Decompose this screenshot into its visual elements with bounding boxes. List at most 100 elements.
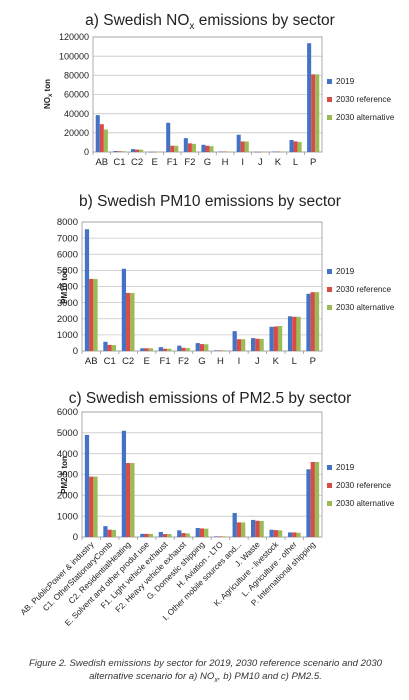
y-tick-label: 5000	[57, 266, 78, 277]
caption-line-1: Figure 2. Swedish emissions by sector fo…	[28, 658, 383, 669]
bar	[126, 292, 131, 351]
bar	[185, 533, 190, 537]
y-tick-label: 100000	[59, 51, 89, 61]
bar	[236, 522, 242, 537]
bar	[314, 462, 320, 537]
bar	[259, 520, 264, 537]
x-tick-label: AB	[85, 356, 98, 367]
x-tick-label: F1	[167, 157, 178, 168]
bar	[271, 151, 276, 153]
y-tick-label: 0	[84, 147, 89, 157]
x-tick-label: H	[217, 356, 224, 367]
x-tick-label: L	[293, 157, 298, 168]
bar	[177, 345, 182, 351]
caption-subscript: x	[214, 676, 218, 684]
bar	[84, 229, 90, 351]
bar	[310, 292, 315, 351]
bar	[148, 151, 153, 153]
bar	[269, 529, 274, 537]
bar	[183, 138, 188, 152]
bar	[255, 338, 260, 351]
caption-line-2-start: alternative scenario for a) NO	[89, 671, 215, 682]
legend-label: 2030 reference	[336, 285, 392, 294]
x-tick-label: I	[241, 157, 244, 168]
y-tick-label: 60000	[64, 90, 89, 100]
y-tick-label: 20000	[64, 128, 89, 138]
legend-swatch	[327, 97, 332, 102]
x-tick-label: F2	[184, 157, 195, 168]
bar	[311, 74, 316, 152]
bar	[148, 533, 153, 537]
bar	[130, 463, 135, 537]
bar	[158, 347, 163, 351]
y-tick-label: 6000	[57, 407, 78, 418]
y-tick-label: 5000	[57, 428, 78, 439]
legend-label: 2019	[336, 267, 355, 276]
bar	[314, 292, 320, 351]
bar	[277, 530, 283, 537]
bar	[140, 348, 145, 351]
y-axis-label: PM10 ton	[60, 268, 69, 304]
plot-area: 0 1000 2000 3000 4000 5000 6000 7000 8000 AB C1 C2 E…	[57, 217, 395, 367]
bar	[166, 122, 171, 152]
bar	[167, 534, 172, 537]
bar	[93, 278, 98, 351]
y-tick-label: 2000	[57, 491, 78, 502]
chart-title: b) Swedish PM10 emissions by sector	[79, 193, 341, 210]
bar	[130, 149, 136, 152]
legend-swatch	[327, 269, 332, 274]
bar	[95, 115, 100, 152]
bar	[191, 143, 196, 152]
bar	[259, 338, 264, 351]
legend-swatch	[327, 287, 332, 292]
caption-line-2: alternative scenario for a) NOx, b) PM10…	[14, 670, 397, 687]
bar	[275, 151, 280, 153]
bar	[204, 344, 209, 351]
bar	[185, 348, 190, 351]
bar	[167, 348, 172, 351]
bar	[241, 522, 246, 537]
bar	[241, 339, 246, 351]
bar	[209, 146, 214, 152]
bar	[93, 476, 98, 537]
bar	[113, 151, 118, 152]
bar	[269, 326, 274, 351]
x-tick-label: P	[310, 356, 316, 367]
bar	[218, 350, 223, 351]
bar	[158, 532, 163, 537]
bar	[187, 143, 192, 152]
y-axis-label: NOx ton	[43, 79, 54, 109]
bar	[244, 141, 249, 152]
bar	[293, 141, 298, 152]
y-tick-label: 7000	[57, 233, 78, 244]
x-tick-label: K	[273, 356, 280, 367]
y-tick-label: 1000	[57, 511, 78, 522]
x-tick-label: C1	[104, 356, 116, 367]
bar	[297, 141, 302, 152]
bar	[107, 344, 112, 351]
bar	[222, 350, 227, 351]
bar	[181, 347, 186, 351]
chart-title: a) Swedish NOx emissions by sector	[85, 12, 335, 32]
bar	[292, 316, 297, 351]
bar	[99, 124, 104, 152]
bar	[111, 345, 117, 351]
bar	[103, 526, 108, 537]
bar	[148, 348, 153, 351]
bar	[306, 293, 311, 351]
bar	[315, 74, 320, 152]
y-tick-label: 2000	[57, 314, 78, 325]
x-tick-label: F2	[178, 356, 189, 367]
x-tick-label: E	[143, 356, 149, 367]
y-tick-label: 40000	[64, 109, 89, 119]
panel-pm25: c) Swedish emissions of PM2.5 by sector …	[19, 390, 395, 628]
bar	[89, 476, 94, 537]
bar	[199, 344, 205, 351]
bar	[254, 151, 259, 153]
legend-label: 2019	[336, 77, 355, 86]
bar	[236, 339, 242, 351]
bar	[152, 151, 157, 153]
x-tick-label: G	[204, 157, 211, 168]
y-tick-label: 80000	[64, 71, 89, 81]
